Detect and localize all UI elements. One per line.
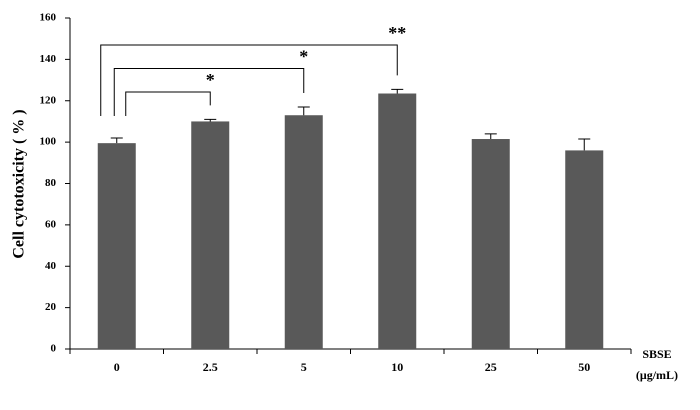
y-tick-label: 120 bbox=[40, 94, 57, 106]
y-tick-label: 160 bbox=[40, 12, 57, 24]
y-tick-label: 100 bbox=[40, 136, 57, 148]
y-tick-label: 0 bbox=[51, 343, 57, 355]
error-bar bbox=[484, 133, 497, 140]
error-bar bbox=[578, 138, 591, 151]
x-axis-label: SBSE bbox=[642, 347, 671, 361]
y-tick-label: 80 bbox=[45, 177, 57, 189]
y-tick-label: 140 bbox=[40, 53, 57, 65]
bar bbox=[565, 150, 604, 349]
y-tick-label: 40 bbox=[45, 260, 57, 272]
significance-label: * bbox=[206, 70, 215, 90]
x-tick-label: 25 bbox=[485, 360, 497, 374]
x-axis-unit: (μg/mL) bbox=[636, 368, 678, 382]
y-axis-label: Cell cytotoxicity ( % ) bbox=[11, 109, 28, 258]
y-tick-label: 60 bbox=[45, 218, 57, 230]
bar bbox=[284, 115, 323, 349]
x-tick-label: 50 bbox=[578, 360, 590, 374]
error-bar bbox=[297, 106, 310, 116]
x-tick-label: 10 bbox=[391, 360, 403, 374]
bar bbox=[378, 93, 417, 350]
bar bbox=[97, 143, 136, 349]
x-tick-label: 2.5 bbox=[203, 360, 218, 374]
significance-label: * bbox=[299, 47, 308, 67]
x-tick-label: 0 bbox=[114, 360, 120, 374]
bar bbox=[471, 139, 510, 349]
error-bar bbox=[204, 118, 217, 122]
error-bar bbox=[110, 137, 123, 144]
significance-bracket bbox=[100, 44, 398, 116]
significance-label: ** bbox=[388, 23, 406, 43]
y-tick-label: 20 bbox=[45, 301, 57, 313]
significance-bracket bbox=[125, 91, 211, 116]
x-tick-label: 5 bbox=[301, 360, 307, 374]
error-bar bbox=[391, 88, 404, 94]
bar bbox=[191, 121, 230, 349]
significance-bracket bbox=[113, 68, 305, 116]
